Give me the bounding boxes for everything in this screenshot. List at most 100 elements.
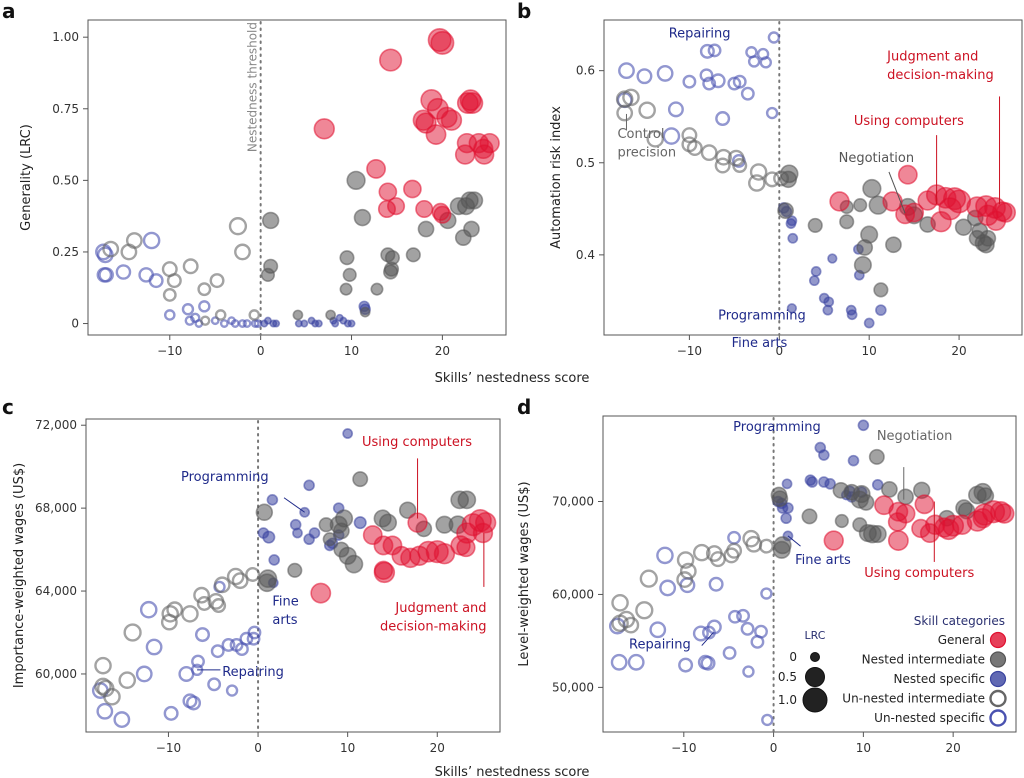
point-unnested-intermediate xyxy=(211,598,227,614)
point-nested-intermediate xyxy=(772,540,791,559)
point-unnested-intermediate xyxy=(214,309,227,321)
point-unnested-intermediate xyxy=(181,605,199,623)
point-unnested-specific xyxy=(702,76,717,91)
annotation-leader-line xyxy=(701,632,714,646)
point-nested-intermediate xyxy=(287,562,303,578)
y-tick-label: 0 xyxy=(71,317,79,331)
shared-x-axis-label-top: Skills’ nestedness score xyxy=(435,371,590,386)
annotation-label: decision-making xyxy=(380,619,487,634)
y-tick-label: 60,000 xyxy=(35,667,77,681)
point-unnested-specific xyxy=(740,86,755,101)
x-tick-label: 10 xyxy=(344,344,359,358)
legend-swatch-nested-intermediate xyxy=(989,651,1007,668)
y-tick-label: 64,000 xyxy=(35,584,77,598)
point-unnested-specific xyxy=(618,62,635,80)
point-general xyxy=(829,191,850,212)
point-unnested-specific xyxy=(113,711,131,728)
point-nested-specific xyxy=(342,428,354,439)
point-unnested-specific xyxy=(96,246,114,264)
point-unnested-intermediate xyxy=(611,614,629,633)
point-unnested-intermediate xyxy=(200,315,211,326)
point-unnested-intermediate xyxy=(635,601,654,620)
point-unnested-intermediate xyxy=(700,144,718,162)
annotation-label: Programming xyxy=(718,308,806,323)
point-nested-intermediate xyxy=(260,267,276,282)
y-axis-label: Automation risk index xyxy=(549,106,564,249)
point-general xyxy=(377,199,397,219)
point-general xyxy=(456,537,476,558)
annotation-leader-line xyxy=(283,497,305,513)
point-nested-intermediate xyxy=(777,202,794,220)
point-unnested-specific xyxy=(759,56,772,69)
point-nested-specific xyxy=(347,319,356,328)
point-unnested-specific xyxy=(656,65,674,82)
point-nested-intermediate xyxy=(255,503,274,522)
legend-size-title: LRC xyxy=(805,629,826,642)
point-nested-intermediate xyxy=(771,490,789,508)
annotation-label: Using computers xyxy=(854,114,964,129)
point-general xyxy=(366,158,386,179)
x-tick-label: −10 xyxy=(671,741,696,755)
point-unnested-specific xyxy=(722,646,737,660)
point-unnested-intermediate xyxy=(758,538,774,554)
point-unnested-specific xyxy=(750,634,765,649)
point-unnested-specific xyxy=(207,677,222,692)
point-unnested-specific xyxy=(225,684,239,697)
point-unnested-specific xyxy=(142,231,161,250)
point-nested-intermediate xyxy=(342,267,357,282)
point-unnested-intermediate xyxy=(94,677,112,696)
point-unnested-specific xyxy=(230,319,240,328)
point-nested-specific xyxy=(266,494,279,506)
legend-category-title: Skill categories xyxy=(914,614,1005,628)
point-unnested-intermediate xyxy=(622,88,640,107)
point-nested-intermediate xyxy=(839,214,855,230)
y-axis-label: Importance-weighted wages (US$) xyxy=(12,463,27,688)
point-unnested-specific xyxy=(238,319,247,328)
annotation-label: Fine arts xyxy=(732,336,788,351)
x-tick-label: 10 xyxy=(862,344,877,358)
point-general xyxy=(433,543,456,565)
point-unnested-intermediate xyxy=(745,535,763,553)
point-unnested-specific xyxy=(740,621,755,636)
point-general xyxy=(977,204,999,226)
point-unnested-specific xyxy=(682,74,697,89)
point-unnested-intermediate xyxy=(231,572,249,590)
point-nested-intermediate xyxy=(457,490,477,510)
legend-size-marker xyxy=(802,687,828,713)
annotation-leader-line xyxy=(888,171,906,214)
point-nested-specific xyxy=(818,449,830,461)
panel-letter-d: d xyxy=(517,395,531,419)
point-nested-intermediate xyxy=(834,513,849,529)
point-unnested-specific xyxy=(678,657,694,673)
legend-sizes: 0 0.5 1.0 xyxy=(778,650,828,713)
point-nested-specific xyxy=(785,218,797,229)
x-tick-label: −10 xyxy=(157,344,182,358)
plot-frame xyxy=(87,19,507,336)
point-unnested-specific xyxy=(210,316,220,326)
point-unnested-specific xyxy=(163,309,176,321)
point-unnested-specific xyxy=(219,319,229,328)
point-nested-specific xyxy=(847,454,860,467)
point-nested-specific xyxy=(303,479,315,492)
point-unnested-specific xyxy=(148,273,164,289)
point-unnested-specific xyxy=(710,73,726,89)
x-tick-label: 0 xyxy=(770,741,778,755)
point-nested-specific xyxy=(863,317,875,329)
legend-size-label: 0.5 xyxy=(778,670,797,684)
point-unnested-intermediate xyxy=(679,562,697,580)
legend-size-marker xyxy=(810,652,820,662)
point-nested-intermediate xyxy=(359,306,371,318)
legend-categories: General Nested intermediate Nested specifi… xyxy=(842,631,1007,727)
annotation-label: Judgment and xyxy=(886,50,978,65)
legend-size-label: 0 xyxy=(789,650,797,664)
panel-letter-b: b xyxy=(517,0,531,23)
panel-b: −10 0 10 20 0.4 0.5 0.6 Automation risk index Re… xyxy=(549,19,1023,358)
point-general xyxy=(472,522,494,544)
legend-label-unnested-specific: Un-nested specific xyxy=(874,711,985,725)
point-unnested-specific xyxy=(699,68,714,83)
y-tick-label: 0.25 xyxy=(52,245,79,259)
point-general xyxy=(454,144,476,165)
x-tick-label: 20 xyxy=(435,344,450,358)
point-unnested-intermediate xyxy=(646,130,665,148)
legend-label-general: General xyxy=(938,633,985,647)
